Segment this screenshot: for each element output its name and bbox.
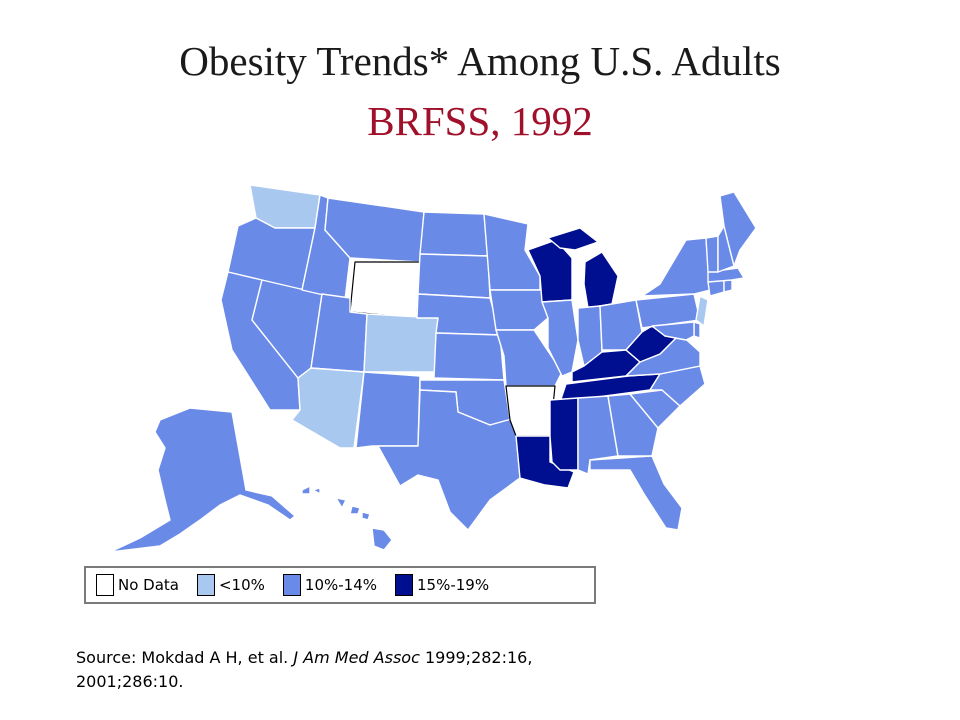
legend-swatch <box>282 574 301 596</box>
legend-label: <10% <box>218 576 265 594</box>
state-ga <box>607 393 659 457</box>
state-ar <box>505 385 556 437</box>
legend-item-no-data: No Data <box>96 574 179 596</box>
state-ms <box>549 397 579 471</box>
legend-item-15-19: 15%-19% <box>395 574 489 596</box>
state-nd <box>419 211 489 257</box>
state-de <box>693 321 701 339</box>
legend-item-10-14: 10%-14% <box>282 574 377 596</box>
source-citation: Source: Mokdad A H, et al. J Am Med Asso… <box>76 646 776 694</box>
source-suffix: 1999;282:16, <box>419 648 533 667</box>
state-tx <box>377 389 521 531</box>
legend-item-lt10: <10% <box>196 574 265 596</box>
state-md <box>651 321 695 341</box>
state-nj <box>695 295 709 327</box>
us-obesity-map <box>109 184 757 553</box>
source-journal: J Am Med Assoc <box>293 648 420 667</box>
legend-swatch <box>96 574 114 596</box>
state-ia <box>489 289 549 331</box>
state-ny <box>641 237 711 297</box>
state-wy <box>349 261 421 319</box>
state-nm <box>355 371 421 449</box>
state-il <box>541 299 579 377</box>
state-ak <box>109 407 296 553</box>
legend-label: 10%-14% <box>304 576 377 594</box>
state-fl <box>589 455 683 531</box>
state-az <box>291 367 365 449</box>
map-legend: No Data <10% 10%-14% 15%-19% <box>84 566 596 604</box>
page-subtitle: BRFSS, 1992 <box>367 98 593 144</box>
state-hi <box>301 485 393 551</box>
source-line2: 2001;286:10. <box>76 672 184 691</box>
state-ri <box>723 279 733 293</box>
state-co <box>363 313 439 373</box>
state-sd <box>417 253 491 299</box>
legend-swatch <box>196 574 215 596</box>
state-me <box>719 191 757 267</box>
state-vt <box>705 235 719 273</box>
legend-swatch <box>395 574 413 596</box>
legend-label: 15%-19% <box>417 576 490 594</box>
page-title: Obesity Trends* Among U.S. Adults <box>179 38 781 84</box>
legend-label: No Data <box>118 576 179 594</box>
state-ks <box>433 332 505 381</box>
state-mt <box>324 197 425 263</box>
source-prefix: Source: Mokdad A H, et al. <box>76 648 294 667</box>
